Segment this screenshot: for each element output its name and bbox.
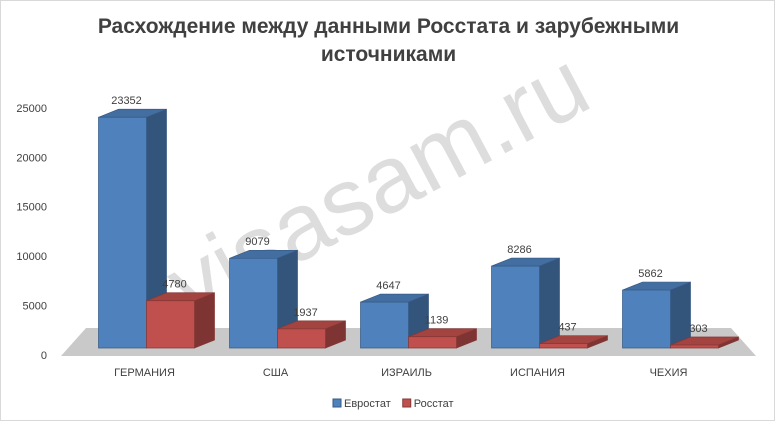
bar-side: [194, 292, 215, 349]
bar-front: [229, 257, 278, 349]
bar: [146, 292, 215, 349]
bar-front: [360, 301, 409, 349]
legend-swatch: [402, 398, 412, 408]
y-tick-label: 15000: [16, 202, 47, 214]
x-tick-label: ИЗРАИЛЬ: [381, 367, 432, 379]
x-tick-label: ЧЕХИЯ: [650, 367, 688, 379]
bar: [622, 281, 691, 349]
data-label: 23352: [111, 95, 142, 107]
bar-front: [146, 300, 195, 349]
data-label: 9079: [245, 236, 269, 248]
data-label: 437: [558, 322, 576, 334]
y-tick-label: 10000: [16, 251, 47, 263]
bar-side: [539, 257, 560, 349]
data-label: 4780: [162, 279, 186, 291]
bar: [670, 336, 739, 349]
y-tick-label: 0: [41, 350, 47, 362]
legend-swatch: [332, 398, 342, 408]
x-tick-label: ИСПАНИЯ: [510, 367, 565, 379]
bar: [98, 108, 167, 349]
data-label: 1139: [425, 315, 449, 327]
bar-front: [491, 265, 540, 349]
bar-front: [670, 344, 719, 349]
data-label: 303: [689, 323, 707, 335]
x-tick-label: США: [263, 367, 289, 379]
bar-front: [539, 343, 588, 349]
legend-label: Евростат: [344, 398, 391, 410]
bar-front: [277, 328, 326, 349]
bar: [491, 257, 560, 349]
chart-title: Расхождение между данными Росстата и зар…: [97, 15, 680, 66]
bar-front: [408, 336, 457, 349]
bar-front: [622, 289, 671, 349]
bar-front: [98, 116, 147, 349]
data-label: 1937: [293, 307, 317, 319]
bar: [539, 335, 608, 349]
legend-label: Росстат: [414, 398, 454, 410]
data-label: 8286: [507, 244, 531, 256]
bar: [277, 320, 346, 349]
bar: [408, 328, 477, 349]
y-tick-label: 5000: [23, 301, 47, 313]
data-label: 5862: [638, 268, 662, 280]
y-tick-label: 25000: [16, 103, 47, 115]
x-tick-label: ГЕРМАНИЯ: [114, 367, 175, 379]
data-label: 4647: [376, 280, 400, 292]
y-tick-label: 20000: [16, 152, 47, 164]
